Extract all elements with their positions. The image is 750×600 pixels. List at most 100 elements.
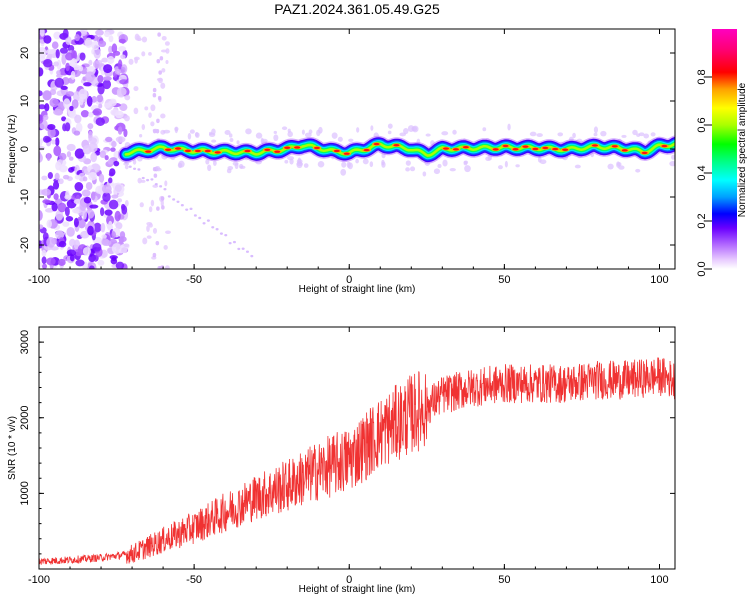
- noise-blob: [97, 259, 105, 266]
- noise-blob: [124, 94, 131, 101]
- noise-blob: [124, 164, 129, 170]
- noise-blob: [87, 225, 94, 236]
- noise-blob: [45, 48, 56, 55]
- noise-blob: [118, 45, 127, 52]
- noise-blob: [61, 53, 67, 65]
- noise-blob: [60, 85, 68, 90]
- noise-blob: [229, 137, 234, 143]
- noise-blob: [78, 88, 88, 100]
- noise-blob: [90, 191, 96, 201]
- noise-blob: [65, 91, 75, 97]
- noise-blob: [114, 110, 124, 119]
- noise-blob: [119, 103, 128, 112]
- noise-blob: [150, 104, 156, 112]
- signal-hotspot: [204, 149, 211, 153]
- noise-blob: [593, 126, 599, 134]
- signal-hotspot: [184, 149, 191, 153]
- noise-blob: [84, 37, 93, 48]
- noise-blob: [65, 52, 74, 61]
- noise-blob: [88, 111, 94, 118]
- noise-blob: [111, 140, 117, 148]
- noise-blob: [163, 129, 171, 134]
- noise-blob: [152, 92, 157, 98]
- noise-blob: [607, 163, 614, 170]
- noise-blob: [65, 190, 70, 199]
- noise-blob: [152, 128, 159, 132]
- noise-blob: [207, 164, 212, 172]
- noise-blob: [161, 68, 166, 73]
- noise-blob: [89, 265, 95, 269]
- noise-blob: [59, 152, 67, 161]
- signal-hotspot: [532, 147, 539, 151]
- colorbar-tick-label: 0.8: [696, 69, 708, 84]
- noise-blob: [156, 118, 160, 124]
- snr-marks: [39, 357, 675, 565]
- signal-hotspot: [552, 147, 559, 151]
- noise-blob: [340, 168, 347, 176]
- noise-streak: [163, 188, 167, 191]
- signal-hotspot: [452, 148, 459, 151]
- noise-blob: [403, 127, 409, 135]
- noise-blob: [73, 208, 80, 214]
- snr-xtick-label: -50: [186, 574, 202, 586]
- spectrogram-marks: [39, 29, 675, 269]
- noise-blob: [102, 79, 112, 90]
- noise-blob: [88, 137, 98, 144]
- noise-blob: [47, 127, 56, 139]
- noise-blob: [164, 41, 170, 46]
- snr-ytick-label: 2000: [19, 406, 31, 430]
- noise-blob: [39, 261, 43, 268]
- noise-blob: [593, 132, 598, 137]
- noise-blob: [83, 82, 92, 87]
- noise-blob: [88, 59, 93, 66]
- noise-blob: [160, 196, 165, 201]
- noise-blob: [236, 140, 240, 145]
- noise-blob: [133, 56, 140, 61]
- noise-blob: [108, 220, 113, 230]
- noise-blob: [107, 56, 115, 64]
- noise-blob: [123, 83, 129, 89]
- noise-blob: [55, 49, 60, 59]
- noise-streak: [206, 219, 210, 222]
- noise-blob: [46, 237, 56, 248]
- noise-blob: [39, 90, 43, 97]
- noise-blob: [441, 131, 449, 136]
- noise-blob: [55, 230, 65, 240]
- noise-blob: [189, 129, 195, 134]
- noise-blob: [115, 222, 123, 230]
- noise-blob: [65, 36, 72, 45]
- noise-blob: [108, 177, 113, 184]
- noise-blob: [49, 88, 57, 96]
- noise-streak: [133, 167, 137, 170]
- noise-blob: [146, 222, 153, 226]
- noise-blob: [146, 225, 150, 233]
- noise-blob: [157, 32, 161, 37]
- noise-blob: [75, 122, 83, 133]
- noise-blob: [128, 58, 134, 65]
- noise-blob: [387, 130, 392, 135]
- noise-blob: [95, 117, 105, 126]
- snr-xtick-label: -100: [28, 574, 50, 586]
- snr-ytick-label: 1000: [19, 481, 31, 505]
- noise-blob: [497, 165, 503, 170]
- noise-blob: [74, 148, 85, 159]
- noise-blob: [228, 133, 233, 138]
- noise-streak: [189, 207, 193, 211]
- noise-blob: [78, 216, 83, 221]
- noise-blob: [120, 54, 126, 60]
- noise-blob: [632, 129, 638, 136]
- noise-blob: [41, 249, 47, 257]
- noise-blob: [42, 263, 48, 269]
- noise-blob: [157, 95, 162, 101]
- noise-blob: [139, 134, 143, 138]
- noise-blob: [152, 87, 157, 93]
- noise-blob: [93, 60, 100, 69]
- noise-blob: [59, 47, 69, 54]
- noise-blob: [515, 164, 520, 168]
- noise-blob: [57, 202, 67, 213]
- noise-blob: [42, 90, 52, 101]
- noise-blob: [137, 177, 142, 184]
- noise-blob: [123, 128, 128, 138]
- noise-blob: [64, 122, 71, 132]
